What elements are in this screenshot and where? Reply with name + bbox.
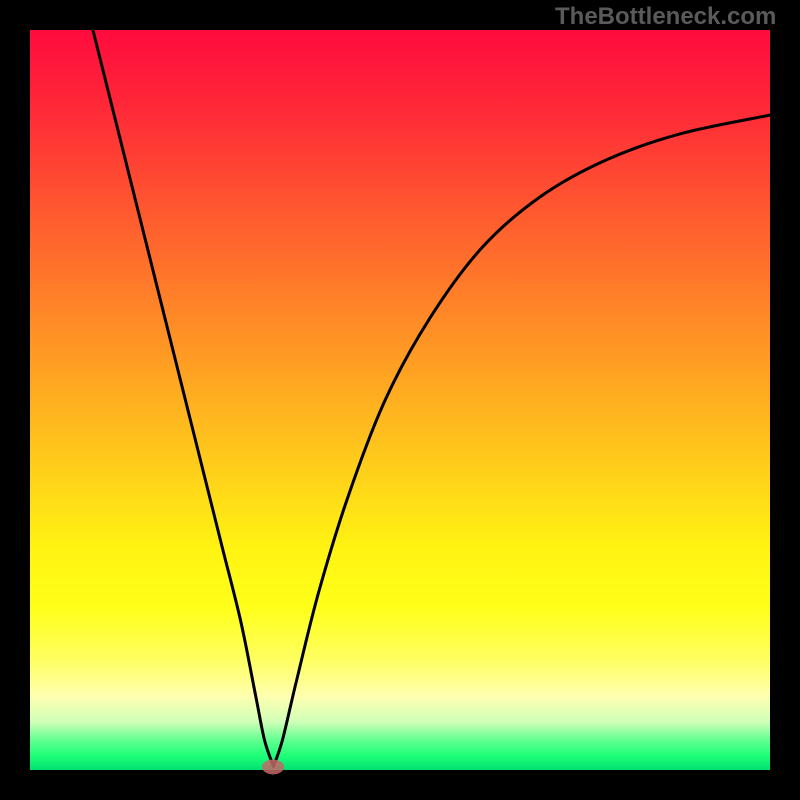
bottleneck-curve (30, 30, 770, 770)
plot-area (30, 30, 770, 770)
canvas-container: TheBottleneck.com (0, 0, 800, 800)
watermark-text: TheBottleneck.com (555, 3, 776, 31)
optimal-point-marker (262, 760, 284, 775)
